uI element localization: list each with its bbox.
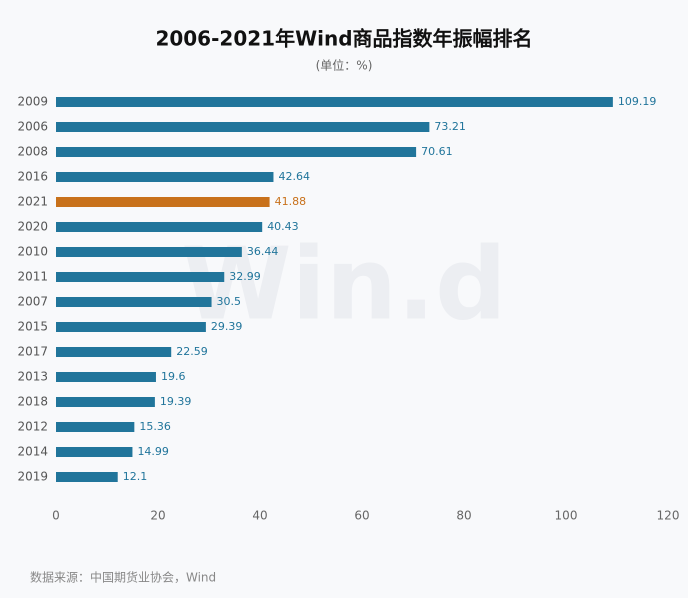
bar xyxy=(56,447,133,457)
y-tick-label: 2015 xyxy=(17,320,48,334)
y-tick-label: 2013 xyxy=(17,370,48,384)
y-tick-label: 2017 xyxy=(17,345,48,359)
bar xyxy=(56,97,613,107)
value-label: 32.99 xyxy=(229,270,261,283)
y-tick-label: 2012 xyxy=(17,420,48,434)
bar xyxy=(56,172,274,182)
y-tick-label: 2011 xyxy=(17,270,48,284)
source-note: 数据来源：中国期货业协会，Wind xyxy=(30,570,216,585)
bar xyxy=(56,122,430,132)
value-label: 109.19 xyxy=(618,95,657,108)
bar xyxy=(56,422,135,432)
x-tick-label: 20 xyxy=(150,509,165,523)
value-label: 70.61 xyxy=(421,145,453,158)
chart-title: 2006-2021年Wind商品指数年振幅排名 xyxy=(155,27,532,51)
x-tick-label: 120 xyxy=(657,509,680,523)
chart-subtitle: (单位：%) xyxy=(316,58,373,73)
value-label: 30.5 xyxy=(217,295,242,308)
bar xyxy=(56,322,206,332)
value-label: 15.36 xyxy=(139,420,171,433)
y-tick-label: 2010 xyxy=(17,245,48,259)
y-tick-label: 2014 xyxy=(17,445,48,459)
bar xyxy=(56,397,155,407)
y-tick-label: 2021 xyxy=(17,195,48,209)
y-tick-label: 2007 xyxy=(17,295,48,309)
value-label: 42.64 xyxy=(278,170,310,183)
y-tick-label: 2019 xyxy=(17,470,48,484)
bar xyxy=(56,272,225,282)
value-label: 36.44 xyxy=(247,245,279,258)
watermark: Win.d xyxy=(181,225,506,342)
value-label: 40.43 xyxy=(267,220,299,233)
bar xyxy=(56,147,417,157)
y-tick-label: 2006 xyxy=(17,120,48,134)
value-label: 19.6 xyxy=(161,370,186,383)
y-tick-label: 2018 xyxy=(17,395,48,409)
x-tick-label: 0 xyxy=(52,509,60,523)
x-tick-label: 40 xyxy=(252,509,267,523)
bar xyxy=(56,222,263,232)
bar xyxy=(56,472,118,482)
bar xyxy=(56,247,242,257)
value-label: 19.39 xyxy=(160,395,192,408)
bar xyxy=(56,372,156,382)
x-tick-label: 80 xyxy=(456,509,471,523)
y-tick-label: 2008 xyxy=(17,145,48,159)
x-tick-label: 60 xyxy=(354,509,369,523)
bar xyxy=(56,197,270,207)
value-label: 22.59 xyxy=(176,345,208,358)
bar xyxy=(56,297,212,307)
value-label: 41.88 xyxy=(275,195,307,208)
y-tick-label: 2016 xyxy=(17,170,48,184)
value-label: 12.1 xyxy=(123,470,147,483)
value-label: 14.99 xyxy=(137,445,169,458)
x-tick-label: 100 xyxy=(555,509,578,523)
y-tick-label: 2020 xyxy=(17,220,48,234)
value-label: 29.39 xyxy=(211,320,243,333)
value-label: 73.21 xyxy=(434,120,466,133)
bar xyxy=(56,347,172,357)
y-tick-label: 2009 xyxy=(17,95,48,109)
